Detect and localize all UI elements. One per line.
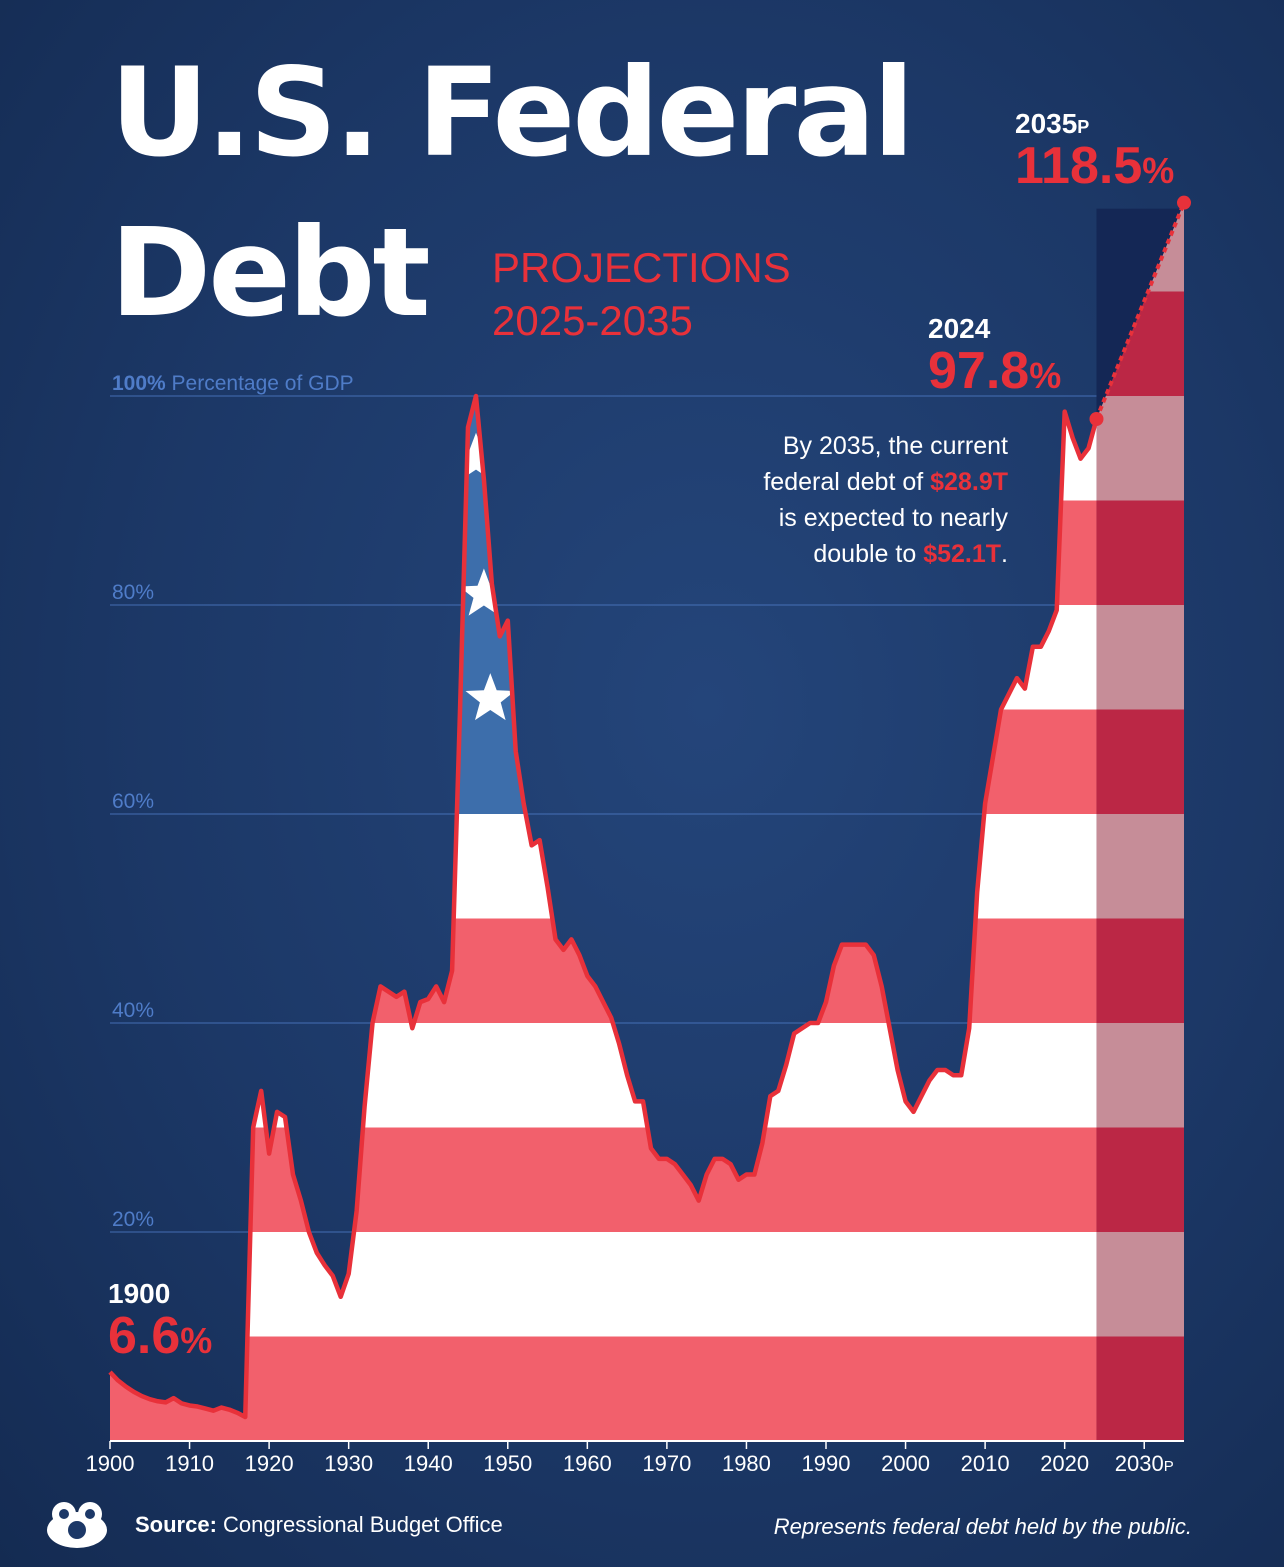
note-period: .	[1001, 540, 1008, 568]
x-tick-label: 1970	[642, 1451, 691, 1476]
y-axis-labels: 20% 40% 60% 80% 100% Percentage of GDP	[112, 372, 354, 1231]
projection-stripe-7	[1096, 605, 1184, 710]
y-tick-label-80: 80%	[112, 581, 154, 604]
y-tick-label-60: 60%	[112, 790, 154, 813]
debt-line-group	[108, 195, 1191, 1420]
projection-stripe-4	[1096, 918, 1184, 1023]
x-tick-label: 1930	[324, 1451, 373, 1476]
label-1900-year: 1900	[108, 1278, 170, 1309]
stripe-7	[110, 605, 1097, 710]
x-tick-label: 1940	[404, 1451, 453, 1476]
projection-stripe-3	[1096, 1023, 1184, 1128]
stripe-2	[110, 1127, 1097, 1232]
x-tick-label: 2010	[961, 1451, 1010, 1476]
source-credit: Source: Congressional Budget Office	[135, 1512, 503, 1538]
x-tick-label: 2020	[1040, 1451, 1089, 1476]
point-2035	[1177, 195, 1191, 210]
label-1900-value: 6.6%	[108, 1307, 212, 1365]
projection-stripe-5	[1096, 814, 1184, 919]
stripe-6	[110, 709, 1097, 814]
x-tick-label: 1960	[563, 1451, 612, 1476]
label-2035-year: 2035P	[1015, 108, 1089, 139]
projection-note: By 2035, the current federal debt of $28…	[668, 428, 1008, 572]
x-tick-label: 2000	[881, 1451, 930, 1476]
x-tick-label: 1900	[86, 1451, 135, 1476]
x-tick-label: 1920	[245, 1451, 294, 1476]
projection-line	[1094, 201, 1186, 420]
projection-stripe-8	[1096, 500, 1184, 605]
label-2024-value: 97.8%	[928, 342, 1061, 400]
projection-stripe-2	[1096, 1127, 1184, 1232]
point-2024	[1089, 411, 1104, 426]
note-line-4: double to $52.1T.	[668, 536, 1008, 572]
stripe-1	[110, 1232, 1097, 1337]
note-line-1: By 2035, the current	[782, 432, 1008, 460]
source-label: Source:	[135, 1512, 217, 1537]
title-line-2: Debt	[110, 202, 431, 344]
x-tick-label: 1980	[722, 1451, 771, 1476]
x-tick-label: 1910	[165, 1451, 214, 1476]
flag-star-icon	[451, 432, 501, 480]
note-current-debt: $28.9T	[930, 468, 1008, 496]
stripe-4	[110, 918, 1097, 1023]
note-line-3: is expected to nearly	[778, 504, 1008, 532]
note-line-2-text: federal debt of	[763, 468, 931, 496]
stripe-5	[110, 814, 1097, 919]
subtitle-line-1: PROJECTIONS	[492, 244, 791, 291]
footnote: Represents federal debt held by the publ…	[773, 1514, 1192, 1539]
projection-stripe-1	[1096, 1232, 1184, 1337]
title-line-1: U.S. Federal	[110, 42, 915, 184]
projection-stripe-0	[1096, 1336, 1184, 1441]
label-2024-year: 2024	[928, 313, 991, 344]
source-text: Congressional Budget Office	[223, 1512, 503, 1537]
y-tick-label-20: 20%	[112, 1208, 154, 1231]
note-projected-debt: $52.1T	[923, 540, 1002, 568]
debt-line	[108, 393, 1099, 1420]
x-axis: 1900 1910 1920 1930 1940 1950 1960 1970 1980 1990…	[86, 1440, 1184, 1476]
x-tick-label: 1990	[802, 1451, 851, 1476]
y-tick-label-100: 100% Percentage of GDP	[112, 372, 354, 395]
projection-stripe-6	[1096, 709, 1184, 814]
note-line-4-text: double to	[813, 540, 924, 568]
label-2035-value: 118.5%	[1015, 137, 1174, 195]
y-tick-label-40: 40%	[112, 999, 154, 1022]
projection-stripe-9	[1096, 396, 1184, 501]
publisher-logo-icon	[42, 1500, 112, 1556]
flag-star-icon	[465, 673, 515, 721]
x-tick-label: 2030P	[1115, 1451, 1174, 1476]
subtitle-line-2: 2025-2035	[492, 297, 693, 344]
note-line-2: federal debt of $28.9T	[668, 464, 1008, 500]
x-tick-label: 1950	[483, 1451, 532, 1476]
flag-star-icon	[459, 568, 509, 616]
stripe-0	[110, 1336, 1097, 1441]
